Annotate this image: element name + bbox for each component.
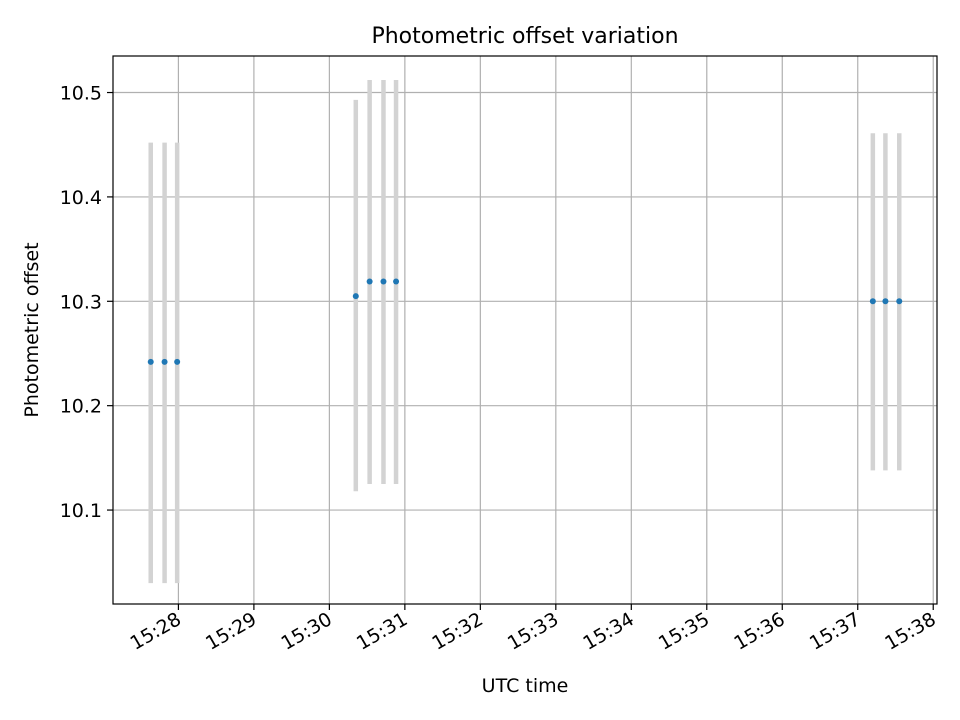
grid <box>113 56 937 604</box>
data-point <box>366 278 373 285</box>
x-axis-label: UTC time <box>482 675 569 697</box>
y-tick-label: 10.5 <box>60 83 102 105</box>
y-tick-label: 10.3 <box>60 291 102 313</box>
data-point <box>161 358 168 365</box>
data-point <box>393 278 400 285</box>
data-point <box>147 358 154 365</box>
y-axis-ticks: 10.1 10.2 10.3 10.4 10.5 <box>60 83 113 522</box>
data-points <box>147 278 903 365</box>
data-point <box>896 298 903 305</box>
chart-title: Photometric offset variation <box>371 24 678 49</box>
y-tick-label: 10.2 <box>60 396 102 418</box>
data-point <box>380 278 387 285</box>
data-point <box>882 298 889 305</box>
y-axis-label: Photometric offset <box>21 242 43 417</box>
y-tick-label: 10.4 <box>60 187 102 209</box>
data-point <box>869 298 876 305</box>
plot-area <box>113 56 937 604</box>
data-point <box>174 358 181 365</box>
data-point <box>352 293 359 300</box>
plot-frame <box>112 55 938 605</box>
y-tick-label: 10.1 <box>60 500 102 522</box>
